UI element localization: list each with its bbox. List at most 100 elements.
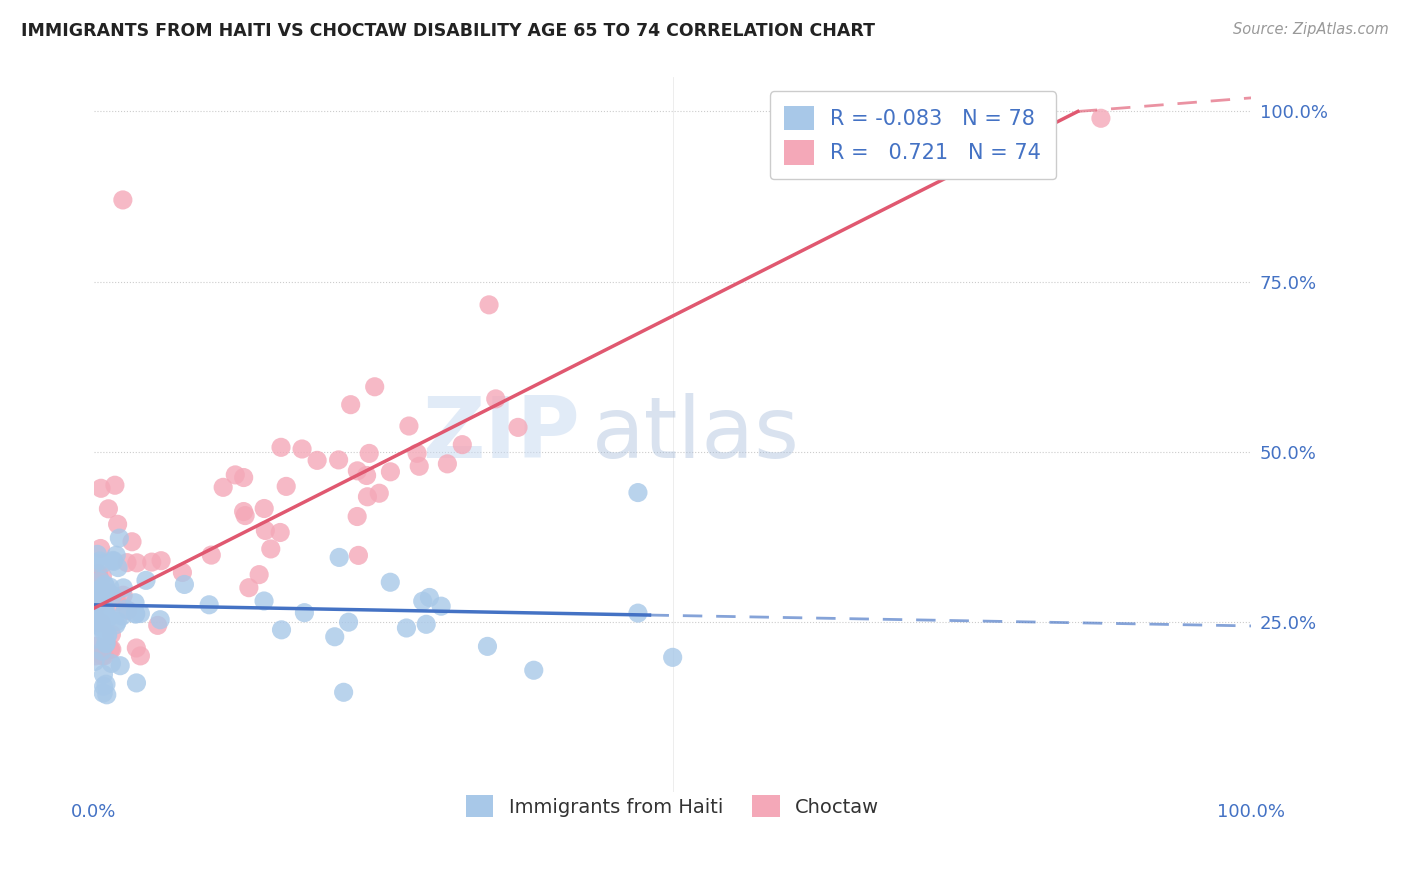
Point <box>111 609 134 624</box>
Point <box>97 610 120 624</box>
Point <box>346 464 368 478</box>
Point <box>150 554 173 568</box>
Point <box>90 615 112 630</box>
Point <box>294 606 316 620</box>
Point <box>917 112 939 126</box>
Point <box>87 590 110 604</box>
Point <box>247 567 270 582</box>
Point <box>478 298 501 312</box>
Point <box>359 446 381 460</box>
Point <box>84 632 107 646</box>
Point <box>121 534 143 549</box>
Point <box>347 549 370 563</box>
Point <box>91 686 114 700</box>
Point <box>1090 112 1112 126</box>
Point <box>356 490 378 504</box>
Point <box>346 509 368 524</box>
Point <box>107 517 129 532</box>
Point <box>260 541 283 556</box>
Point <box>87 587 110 601</box>
Point <box>101 588 124 602</box>
Point <box>212 480 235 494</box>
Point <box>90 481 112 495</box>
Point <box>97 585 120 599</box>
Point <box>84 556 107 570</box>
Point <box>96 609 118 624</box>
Point <box>117 603 139 617</box>
Point <box>96 688 118 702</box>
Point <box>93 667 115 681</box>
Text: ZIP: ZIP <box>422 393 581 476</box>
Point <box>93 603 115 617</box>
Point <box>93 577 115 591</box>
Point <box>253 501 276 516</box>
Point <box>97 628 120 642</box>
Point <box>364 380 387 394</box>
Point <box>270 623 292 637</box>
Point <box>112 581 135 595</box>
Point <box>94 580 117 594</box>
Point <box>112 588 135 602</box>
Point <box>135 574 157 588</box>
Point <box>323 630 346 644</box>
Point <box>100 657 122 671</box>
Point <box>86 639 108 653</box>
Point <box>86 576 108 591</box>
Point <box>406 446 429 460</box>
Point <box>93 679 115 693</box>
Point <box>84 654 107 668</box>
Text: Source: ZipAtlas.com: Source: ZipAtlas.com <box>1233 22 1389 37</box>
Point <box>91 600 114 615</box>
Point <box>149 613 172 627</box>
Point <box>368 486 391 500</box>
Point <box>129 648 152 663</box>
Point <box>125 676 148 690</box>
Point <box>93 591 115 606</box>
Point <box>94 677 117 691</box>
Point <box>84 611 107 625</box>
Point <box>173 577 195 591</box>
Point <box>661 650 683 665</box>
Point <box>253 594 276 608</box>
Point <box>233 508 256 523</box>
Point <box>141 555 163 569</box>
Point <box>86 597 108 611</box>
Point <box>328 550 350 565</box>
Point <box>270 440 292 454</box>
Point <box>523 663 546 677</box>
Point <box>198 598 221 612</box>
Point <box>328 453 350 467</box>
Point <box>627 606 650 620</box>
Point <box>172 566 194 580</box>
Point <box>84 648 107 663</box>
Point <box>124 607 146 621</box>
Point <box>418 591 440 605</box>
Text: IMMIGRANTS FROM HAITI VS CHOCTAW DISABILITY AGE 65 TO 74 CORRELATION CHART: IMMIGRANTS FROM HAITI VS CHOCTAW DISABIL… <box>21 22 875 40</box>
Point <box>105 595 128 609</box>
Point <box>412 594 434 608</box>
Point <box>84 609 107 624</box>
Point <box>87 615 110 630</box>
Point <box>232 470 254 484</box>
Point <box>96 627 118 641</box>
Point <box>89 574 111 588</box>
Point <box>111 193 134 207</box>
Point <box>104 617 127 632</box>
Point <box>125 556 148 570</box>
Point <box>87 570 110 584</box>
Point <box>146 618 169 632</box>
Point <box>125 640 148 655</box>
Point <box>124 596 146 610</box>
Point <box>89 609 111 624</box>
Point <box>94 636 117 650</box>
Point <box>104 478 127 492</box>
Point <box>114 602 136 616</box>
Point <box>93 648 115 663</box>
Point <box>94 579 117 593</box>
Point <box>485 392 508 406</box>
Point <box>415 617 437 632</box>
Point <box>436 457 458 471</box>
Point <box>451 437 474 451</box>
Point <box>337 615 360 630</box>
Point <box>94 602 117 616</box>
